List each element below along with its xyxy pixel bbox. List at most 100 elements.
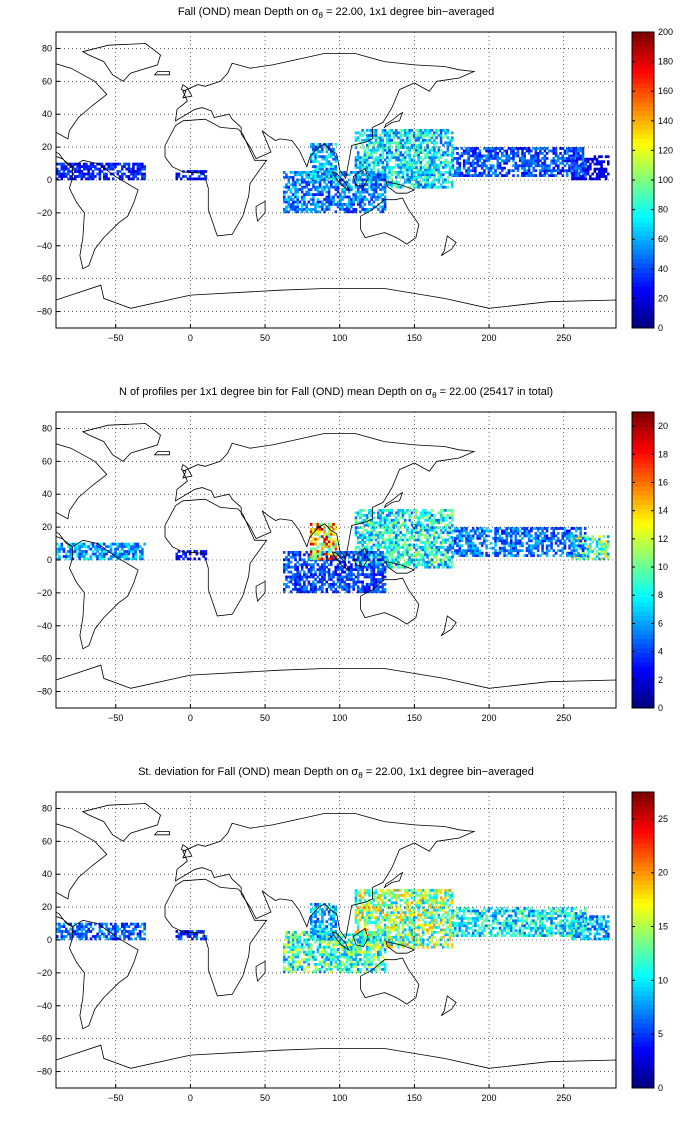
heatmap-cell (417, 546, 420, 549)
heatmap-cell (361, 563, 364, 567)
heatmap-cell (359, 541, 362, 544)
heatmap-cell (583, 532, 587, 535)
heatmap-cell (408, 563, 411, 567)
heatmap-cell (604, 177, 608, 181)
heatmap-cell (401, 551, 405, 554)
heatmap-cell (406, 548, 409, 552)
heatmap-cell (321, 185, 324, 189)
heatmap-cell (356, 188, 360, 191)
heatmap-cell (527, 926, 531, 930)
heatmap-cell (451, 146, 454, 150)
heatmap-cell (372, 565, 376, 569)
heatmap-cell (327, 195, 331, 199)
heatmap-cell (314, 555, 317, 558)
colorbar-swatch (632, 138, 654, 144)
heatmap-cell (458, 909, 462, 913)
heatmap-cell (428, 148, 432, 152)
colorbar-swatch (632, 235, 654, 241)
heatmap-cell (107, 177, 111, 181)
heatmap-cell (325, 590, 329, 594)
heatmap-cell (536, 544, 540, 548)
heatmap-cell (361, 200, 364, 204)
heatmap-cell (424, 178, 427, 182)
heatmap-cell (483, 529, 486, 533)
heatmap-cell (527, 534, 531, 538)
heatmap-cell (296, 208, 299, 211)
heatmap-cell (339, 195, 342, 199)
heatmap-cell (379, 134, 382, 137)
heatmap-cell (316, 185, 320, 189)
heatmap-cell (503, 926, 506, 930)
heatmap-cell (316, 580, 320, 584)
heatmap-cell (467, 539, 470, 543)
heatmap-cell (341, 205, 344, 209)
heatmap-cell (334, 555, 338, 558)
heatmap-cell (593, 932, 597, 936)
heatmap-cell (339, 551, 342, 554)
heatmap-cell (321, 162, 324, 166)
heatmap-cell (492, 546, 495, 550)
heatmap-cell (548, 549, 551, 553)
heatmap-cell (291, 208, 295, 211)
heatmap-cell (347, 583, 351, 586)
heatmap-cell (390, 528, 394, 532)
heatmap-cell (359, 156, 362, 159)
heatmap-cell (363, 158, 367, 162)
heatmap-cell (383, 195, 387, 199)
heatmap-cell (330, 575, 333, 579)
heatmap-cell (476, 549, 479, 553)
heatmap-cell (523, 926, 526, 930)
heatmap-cell (343, 588, 347, 591)
heatmap-cell (336, 565, 340, 569)
heatmap-cell (530, 544, 533, 548)
heatmap-cell (408, 163, 411, 167)
heatmap-cell (73, 170, 77, 173)
heatmap-cell (383, 148, 387, 152)
heatmap-cell (412, 141, 416, 145)
heatmap-cell (591, 925, 594, 928)
heatmap-cell (298, 200, 302, 204)
heatmap-cell (476, 527, 479, 530)
heatmap-cell (354, 533, 358, 537)
heatmap-cell (574, 149, 578, 153)
heatmap-cell (372, 573, 376, 576)
colorbar-swatch (632, 45, 654, 52)
heatmap-cell (96, 162, 99, 166)
heatmap-cell (321, 542, 324, 546)
heatmap-cell (379, 568, 382, 571)
heatmap-cell (530, 164, 533, 168)
heatmap-cell (545, 919, 549, 923)
heatmap-cell (435, 168, 438, 172)
heatmap-cell (430, 156, 434, 159)
heatmap-cell (327, 552, 331, 556)
heatmap-cell (374, 151, 378, 154)
heatmap-cell (541, 544, 544, 548)
heatmap-cell (492, 919, 495, 923)
heatmap-cell (530, 929, 533, 933)
heatmap-cell (345, 568, 349, 571)
heatmap-cell (516, 931, 520, 935)
heatmap-cell (577, 527, 580, 530)
heatmap-cell (316, 188, 320, 191)
heatmap-cell (505, 152, 509, 155)
colorbar-swatch (632, 643, 654, 649)
heatmap-cell (399, 565, 403, 569)
heatmap-cell (579, 546, 582, 550)
heatmap-cell (514, 532, 518, 535)
heatmap-cell (370, 568, 373, 571)
heatmap-cell (374, 148, 378, 152)
heatmap-cell (363, 208, 367, 211)
heatmap-cell (336, 563, 340, 567)
heatmap-cell (469, 921, 473, 925)
heatmap-cell (327, 180, 331, 184)
colorbar-swatch (632, 675, 654, 681)
heatmap-cell (89, 162, 93, 166)
heatmap-cell (401, 514, 405, 517)
heatmap-cell (321, 172, 324, 176)
heatmap-cell (424, 180, 427, 184)
heatmap-cell (523, 527, 526, 530)
heatmap-cell (123, 162, 126, 166)
heatmap-cell (536, 527, 540, 530)
heatmap-cell (309, 523, 313, 526)
coastline (383, 111, 404, 129)
